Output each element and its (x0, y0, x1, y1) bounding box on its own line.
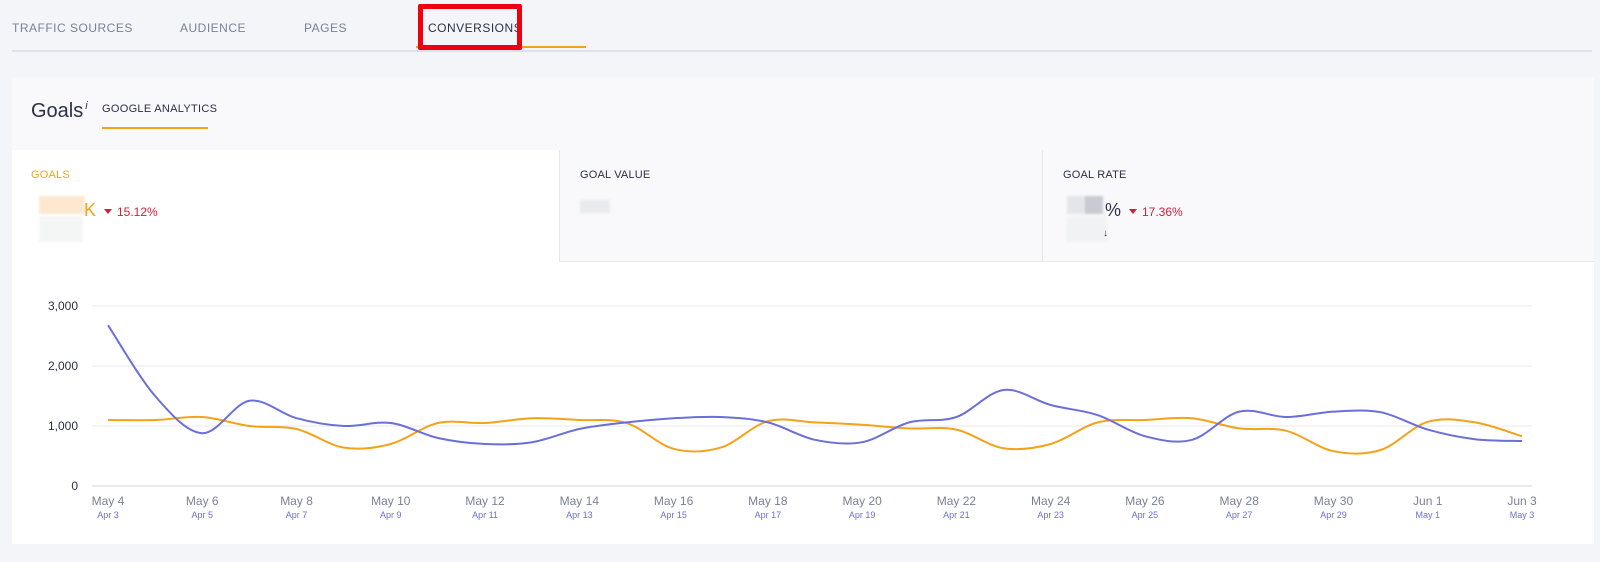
x-tick-label: May 16 (654, 494, 694, 508)
redacted-value (39, 196, 85, 214)
metric-goals-change-text: 15.12% (117, 205, 158, 219)
highlight-box (418, 4, 522, 50)
x-tick-label: May 4 (92, 494, 125, 508)
x-tick-label-previous: Apr 13 (566, 510, 593, 520)
x-tick-label: May 26 (1125, 494, 1165, 508)
x-tick-label-previous: Apr 27 (1226, 510, 1253, 520)
x-tick-label-previous: Apr 7 (286, 510, 308, 520)
x-tick-label-previous: Apr 25 (1132, 510, 1159, 520)
tab-conversions[interactable]: CONVERSIONS (428, 21, 523, 35)
sort-icon: ↓ (1103, 228, 1108, 239)
top-tab-bar: TRAFFIC SOURCES AUDIENCE PAGES CONVERSIO… (12, 0, 1592, 52)
card-title: Goals i (31, 100, 88, 123)
x-tick-label: May 30 (1314, 494, 1354, 508)
down-arrow-icon (1129, 209, 1137, 215)
metric-goal-value[interactable]: GOAL VALUE (559, 150, 1042, 262)
x-tick-label: May 14 (560, 494, 600, 508)
x-tick-label: May 18 (748, 494, 788, 508)
tab-audience[interactable]: AUDIENCE (180, 21, 247, 35)
metric-goal-rate-change-text: 17.36% (1142, 205, 1183, 219)
goals-card: Goals i GOOGLE ANALYTICS GOALS K 15.12% G… (12, 78, 1594, 544)
x-tick-label-previous: Apr 29 (1320, 510, 1347, 520)
x-tick-label-previous: Apr 5 (192, 510, 214, 520)
x-tick-label: Jun 1 (1413, 494, 1443, 508)
x-tick-label-previous: Apr 15 (660, 510, 687, 520)
redacted-comparison (39, 216, 83, 242)
x-tick-label: May 10 (371, 494, 411, 508)
subtab-google-analytics[interactable]: GOOGLE ANALYTICS (102, 103, 218, 115)
series-line-current (107, 415, 1523, 455)
y-tick-label: 3,000 (48, 299, 78, 313)
x-tick-label-previous: Apr 3 (97, 510, 119, 520)
x-tick-label: May 6 (186, 494, 219, 508)
x-tick-label-previous: Apr 17 (755, 510, 782, 520)
x-tick-label: May 20 (842, 494, 882, 508)
goals-line-chart: 0 1,000 2,000 3,000 May 4 Apr 3 May 6 Apr 5 May … (48, 299, 1537, 520)
x-tick-label: May 8 (280, 494, 313, 508)
metric-goals-label: GOALS (31, 169, 70, 181)
metric-goal-rate-label: GOAL RATE (1063, 169, 1127, 181)
y-tick-label: 0 (71, 479, 78, 493)
metric-goals-suffix: K (84, 200, 97, 220)
x-tick-label: May 12 (465, 494, 505, 508)
metric-goals[interactable]: GOALS K 15.12% (12, 150, 559, 262)
x-tick-label-previous: Apr 21 (943, 510, 970, 520)
x-tick-label-previous: Apr 11 (472, 510, 498, 520)
subtab-indicator (102, 127, 208, 129)
metric-goal-rate-suffix: % (1105, 200, 1122, 220)
x-tick-label-previous: Apr 23 (1037, 510, 1064, 520)
x-tick-label-previous: Apr 9 (380, 510, 402, 520)
metric-goal-rate-change: 17.36% (1129, 205, 1183, 219)
redacted-comparison (1067, 216, 1107, 242)
x-tick-label-previous: May 3 (1510, 510, 1535, 520)
down-arrow-icon (104, 209, 112, 215)
series-line-previous (107, 324, 1523, 446)
x-tick-label: May 24 (1031, 494, 1071, 508)
metric-goals-change: 15.12% (104, 205, 158, 219)
x-tick-label-previous: May 1 (1415, 510, 1440, 520)
tab-traffic-sources[interactable]: TRAFFIC SOURCES (12, 21, 133, 35)
info-icon[interactable]: i (85, 100, 88, 113)
y-tick-label: 2,000 (48, 359, 78, 373)
y-tick-label: 1,000 (48, 419, 78, 433)
tab-pages[interactable]: PAGES (304, 21, 347, 35)
redacted-value (580, 200, 610, 213)
x-tick-label-previous: Apr 19 (849, 510, 876, 520)
redacted-value (1067, 196, 1103, 214)
x-tick-label: May 28 (1220, 494, 1260, 508)
x-tick-label: Jun 3 (1507, 494, 1537, 508)
x-tick-label: May 22 (937, 494, 977, 508)
card-title-text: Goals (31, 100, 84, 122)
metric-goal-value-label: GOAL VALUE (580, 169, 651, 181)
metric-goal-rate[interactable]: GOAL RATE % 17.36% ↓ (1042, 150, 1594, 262)
